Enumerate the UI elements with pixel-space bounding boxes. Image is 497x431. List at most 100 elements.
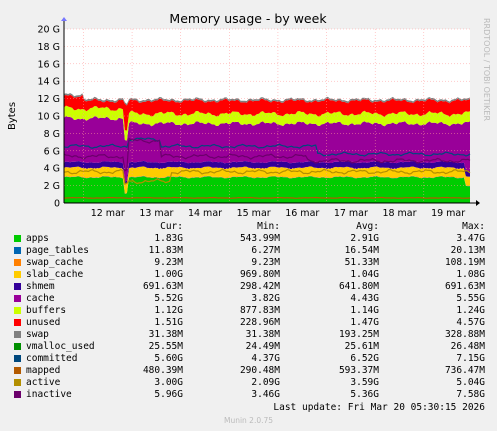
legend-avg: 51.33M (344, 257, 379, 268)
legend-min: 2.09G (251, 377, 280, 388)
legend-cur: 9.23M (154, 257, 183, 268)
legend-swatch (14, 235, 21, 242)
legend-row-shmem: shmem 691.63M 298.42M 641.80M 691.63M (0, 281, 497, 293)
legend-name: inactive (26, 389, 72, 400)
area-unused (64, 94, 470, 131)
legend-min: 298.42M (239, 281, 280, 292)
legend-swatch (14, 295, 21, 302)
legend-min: 4.37G (251, 353, 280, 364)
y-tick-label: 6 G (44, 146, 60, 157)
y-tick-label: 16 G (38, 59, 60, 70)
legend-min: 290.48M (239, 365, 280, 376)
chart-title: Memory usage - by week (169, 11, 327, 26)
y-tick-label: 20 G (38, 25, 60, 36)
legend-swatch (14, 379, 21, 386)
legend-cur: 1.83G (154, 233, 183, 244)
legend-header-cur: Cur: (160, 221, 183, 232)
x-axis-arrow-icon (476, 200, 480, 206)
y-tick-label: 2 G (44, 181, 60, 192)
legend-max: 5.04G (456, 377, 485, 388)
legend-avg: 1.47G (350, 317, 379, 328)
y-tick-label: 18 G (38, 42, 60, 53)
legend-max: 20.13M (450, 245, 485, 256)
legend-name: committed (26, 353, 78, 364)
grid-lines (64, 28, 470, 204)
munin-version: Munin 2.0.75 (223, 416, 274, 425)
legend-max: 691.63M (444, 281, 485, 292)
legend-cur: 1.51G (154, 317, 183, 328)
legend-swatch (14, 391, 21, 398)
legend-swatch (14, 319, 21, 326)
legend-min: 24.49M (245, 341, 280, 352)
legend-name: swap_cache (26, 257, 84, 268)
legend-header-avg: Avg: (356, 221, 379, 232)
legend-swatch (14, 307, 21, 314)
legend-cur: 5.60G (154, 353, 183, 364)
legend-cur: 691.63M (142, 281, 183, 292)
line-committed (63, 137, 471, 157)
legend-max: 5.55G (456, 293, 485, 304)
memory-chart: Memory usage - by week Bytes RRDTOOL / T… (7, 11, 491, 219)
y-tick-label: 14 G (38, 77, 60, 88)
legend-min: 969.80M (239, 269, 280, 280)
legend-row-unused: unused 1.51G 228.96M 1.47G 4.57G (0, 317, 497, 329)
legend-row-page_tables: page_tables 11.83M 6.27M 16.54M 20.13M (0, 245, 497, 257)
legend-row-mapped: mapped 480.39M 290.48M 593.37M 736.47M (0, 365, 497, 377)
legend-avg: 16.54M (344, 245, 379, 256)
legend-name: page_tables (26, 245, 89, 256)
legend-name: apps (26, 233, 49, 244)
legend-min: 877.83M (239, 305, 280, 316)
legend-avg: 193.25M (338, 329, 379, 340)
legend-row-buffers: buffers 1.12G 877.83M 1.14G 1.24G (0, 305, 497, 317)
legend-avg: 5.36G (350, 389, 379, 400)
legend-row-cache: cache 5.52G 3.82G 4.43G 5.55G (0, 293, 497, 305)
y-axis-arrow-icon (61, 17, 67, 21)
area-cache (64, 116, 470, 182)
legend-avg: 641.80M (338, 281, 379, 292)
legend-row-apps: apps 1.83G 543.99M 2.91G 3.47G (0, 233, 497, 245)
legend-avg: 6.52G (350, 353, 379, 364)
legend-cur: 31.38M (148, 329, 183, 340)
legend-avg: 25.61M (344, 341, 379, 352)
legend-cur: 1.12G (154, 305, 183, 316)
legend-min: 3.82G (251, 293, 280, 304)
legend-name: mapped (26, 365, 61, 376)
legend-row-swap_cache: swap_cache 9.23M 9.23M 51.33M 108.19M (0, 257, 497, 269)
legend-min: 31.38M (245, 329, 280, 340)
legend-swatch (14, 259, 21, 266)
x-tick-label: 15 mar (237, 208, 271, 219)
legend-row-vmalloc_used: vmalloc_used 25.55M 24.49M 25.61M 26.48M (0, 341, 497, 353)
legend-name: shmem (26, 281, 55, 292)
last-update: Last update: Fri Mar 20 05:30:15 2026 (273, 402, 485, 413)
line-active (63, 168, 471, 185)
legend-swatch (14, 271, 21, 278)
area-shmem (64, 160, 470, 185)
legend-swatch (14, 367, 21, 374)
legend-swatch (14, 355, 21, 362)
x-tick-label: 12 mar (91, 208, 125, 219)
legend-max: 328.88M (444, 329, 485, 340)
line-inactive (63, 137, 471, 172)
legend-cur: 25.55M (148, 341, 183, 352)
legend-name: slab_cache (26, 269, 84, 280)
legend-max: 108.19M (444, 257, 485, 268)
legend-cur: 11.83M (148, 245, 183, 256)
x-tick-label: 17 mar (334, 208, 368, 219)
y-tick-label: 10 G (38, 112, 60, 123)
legend-max: 7.15G (456, 353, 485, 364)
legend-row-inactive: inactive 5.96G 3.46G 5.36G 7.58G (0, 389, 497, 401)
y-tick-label: 8 G (44, 129, 60, 140)
legend-min: 9.23M (251, 257, 280, 268)
y-tick-label: 4 G (44, 164, 60, 175)
x-tick-label: 19 mar (431, 208, 465, 219)
legend-header-min: Min: (257, 221, 280, 232)
legend-max: 1.24G (456, 305, 485, 316)
legend-min: 543.99M (239, 233, 280, 244)
x-tick-label: 13 mar (139, 208, 173, 219)
legend-name: unused (26, 317, 61, 328)
legend-name: cache (26, 293, 55, 304)
legend-swatch (14, 343, 21, 350)
legend-avg: 1.14G (350, 305, 379, 316)
legend-min: 228.96M (239, 317, 280, 328)
legend-cur: 480.39M (142, 365, 183, 376)
